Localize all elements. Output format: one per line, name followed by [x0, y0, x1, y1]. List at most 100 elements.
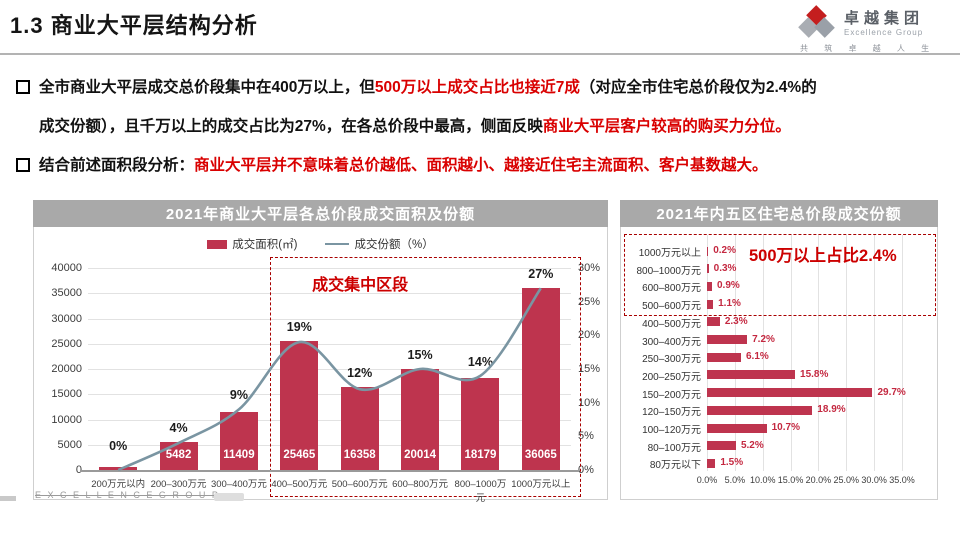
category-label: 120–150万元	[642, 407, 701, 419]
bar-value-label: 1.1%	[718, 298, 741, 310]
y-axis-tick-label: 5000	[57, 438, 82, 451]
x-axis-category-label: 400–500万元	[271, 479, 328, 490]
category-label: 80万元以下	[649, 460, 701, 472]
category-label: 300–400万元	[642, 336, 701, 348]
secondary-axis-tick-label: 25%	[578, 295, 601, 308]
bar-value-label: 20014	[404, 449, 437, 461]
grid-line	[874, 235, 876, 471]
x-axis-category-label: 300–400万元	[210, 479, 267, 490]
title-divider	[0, 53, 960, 55]
bar	[707, 388, 873, 398]
bar-value-label: 11409	[223, 449, 255, 461]
bar-value-label: 7.2%	[752, 333, 775, 345]
bullet-text: 全市商业大平层成交总价段集中在400万以上，但500万以上成交占比也接近7成（对…	[39, 68, 817, 146]
company-logo: 卓越集团 Excellence Group 共 筑 卓 越 人 生	[798, 3, 948, 53]
grid-line	[902, 235, 903, 471]
x-axis-tick-label: 30.0%	[861, 475, 887, 485]
x-axis-category-label: 200–300万元	[150, 479, 207, 490]
emphasis-text: 商业大平层并不意味着总价越低、面积越小、越接近住宅主流面积、客户基数越大。	[194, 157, 768, 174]
category-label: 80–100万元	[647, 442, 701, 454]
bar-value-label: 0.3%	[713, 262, 737, 274]
legend-label: 成交份额（%）	[354, 239, 434, 251]
category-label: 800–1000万元	[636, 265, 702, 277]
bar	[707, 405, 813, 415]
plain-text: （对应全市住宅总价段仅为2.4%的 成交份额），且千万以上的成交占比为27%，在…	[39, 79, 817, 135]
line-point-label: 9%	[229, 388, 248, 403]
grid-line	[846, 235, 848, 471]
square-bullet-icon	[16, 158, 30, 172]
legend-item-bar: 成交面积(㎡)	[207, 236, 297, 252]
grid-line	[790, 235, 792, 471]
plain-text: 全市商业大平层成交总价段集中在400万以上，但	[39, 79, 375, 96]
square-bullet-icon	[16, 80, 30, 94]
watermark-text: E X C E L L E N C E G R O U P	[35, 490, 220, 500]
line-point-label: 15%	[407, 347, 433, 362]
bar	[707, 335, 748, 344]
watermark-blob	[214, 493, 244, 501]
line-swatch-icon	[325, 242, 350, 246]
bar	[707, 264, 709, 274]
y-axis-tick-label: 10000	[51, 413, 82, 426]
bar	[707, 246, 709, 256]
bar	[521, 287, 560, 470]
barh-chart-area: 0.0% 5.0% 10.0% 15.0% 20.0% 25.0% 30.0% 35.0% 50…	[620, 227, 938, 500]
x-axis-tick-label: 5.0%	[724, 475, 746, 485]
grid-line	[762, 235, 764, 471]
x-axis-tick-label: 10.0%	[749, 475, 776, 485]
bar-value-label: 1.5%	[720, 457, 744, 469]
bar	[707, 281, 712, 291]
bar-value-label: 25465	[283, 449, 316, 461]
bar	[707, 370, 796, 380]
x-axis-category-label: 500–600万元	[331, 479, 388, 490]
emphasis-text: 500万以上成交占比也接近7成	[374, 79, 580, 96]
legend-label: 成交面积(㎡)	[232, 239, 298, 251]
secondary-axis-tick-label: 15%	[578, 363, 601, 375]
x-axis-category-label: 600–800万元	[392, 479, 449, 490]
line-point-label: 14%	[467, 354, 493, 369]
bar	[707, 317, 720, 327]
x-axis-category-label: 1000万元以上	[511, 479, 571, 490]
over-5m-annotation: 500万以上占比2.4%	[749, 247, 897, 265]
barh-chart-panel: 2021年内五区住宅总价段成交份额 0.0% 5.0% 10.0% 15.0% 20.0…	[620, 200, 938, 500]
bullet-item: 全市商业大平层成交总价段集中在400万以上，但500万以上成交占比也接近7成（对…	[16, 68, 948, 146]
bar	[707, 352, 741, 362]
y-axis-tick-label: 15000	[51, 388, 82, 401]
bar-value-label: 2.3%	[724, 315, 748, 327]
bullet-item: 结合前述面积段分析：商业大平层并不意味着总价越低、面积越小、越接近住宅主流面积、…	[16, 146, 948, 185]
logo-tagline: 共 筑 卓 越 人 生	[800, 44, 937, 53]
combo-chart-panel: 2021年商业大平层各总价段成交面积及份额 成交面积(㎡) 成交份额（%） 0 5…	[33, 200, 608, 504]
bullet-text: 结合前述面积段分析：商业大平层并不意味着总价越低、面积越小、越接近住宅主流面积、…	[39, 146, 768, 185]
logo-text: 卓越集团 Excellence Group	[844, 7, 924, 37]
logo-name-cn: 卓越集团	[844, 10, 925, 27]
y-axis-tick-label: 0	[75, 464, 82, 476]
bar-value-label: 0.2%	[713, 245, 736, 256]
diamond-logo-icon	[798, 5, 838, 41]
line-point-label: 12%	[347, 366, 373, 381]
x-axis-tick-label: 0.0%	[696, 475, 718, 485]
bar-value-label: 15.8%	[800, 368, 829, 380]
x-axis-tick-label: 35.0%	[889, 475, 915, 485]
category-label: 400–500万元	[642, 318, 701, 330]
chart-title: 2021年商业大平层各总价段成交面积及份额	[33, 200, 608, 227]
y-axis-tick-label: 40000	[51, 262, 82, 274]
line-point-label: 19%	[286, 320, 312, 335]
category-label: 500–600万元	[642, 301, 701, 313]
bar	[707, 299, 714, 309]
secondary-axis-tick-label: 5%	[578, 430, 594, 443]
secondary-axis-tick-label: 10%	[578, 396, 601, 409]
bar-value-label: 5.2%	[740, 439, 764, 451]
grid-line	[88, 268, 571, 269]
bar-value-label: 0.9%	[717, 280, 740, 292]
secondary-axis-tick-label: 0%	[578, 464, 594, 476]
combo-chart-area: 成交面积(㎡) 成交份额（%） 0 5000 10000 15000 20000 2500…	[33, 227, 608, 504]
bar	[707, 441, 736, 451]
legend-item-line: 成交份额（%）	[325, 236, 434, 252]
category-label: 600–800万元	[642, 283, 701, 295]
secondary-axis-tick-label: 30%	[578, 262, 601, 274]
grid-line	[818, 235, 820, 471]
x-axis-tick-label: 25.0%	[833, 475, 860, 485]
secondary-axis-tick-label: 20%	[578, 329, 601, 342]
chart-title: 2021年内五区住宅总价段成交份额	[620, 200, 938, 227]
bullet-list: 全市商业大平层成交总价段集中在400万以上，但500万以上成交占比也接近7成（对…	[16, 68, 948, 185]
